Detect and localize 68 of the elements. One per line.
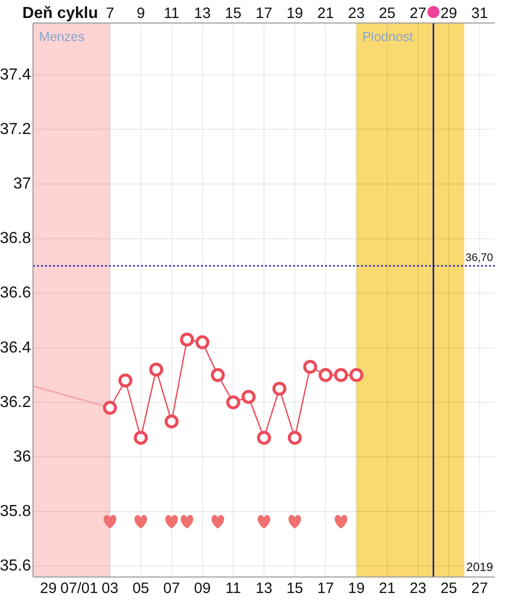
x2-tick-label: 25 [378,5,396,22]
x2-tick-label: 15 [224,5,242,22]
point [334,514,348,529]
x-tick-label: 07/01 [60,580,98,597]
x-tick-label: 05 [132,580,150,597]
y-tick-label: 36.6 [0,284,32,302]
y-tick-label: 35.8 [0,503,32,520]
y-tick-label: 35.6 [0,558,32,575]
point [334,368,348,382]
point [288,430,302,445]
x-tick-label: 03 [102,580,118,597]
x2-tick-label: 23 [348,5,365,22]
point [164,414,179,428]
band-label: Plodnost [362,29,414,44]
x-tick-label: 09 [194,580,211,597]
point [257,430,271,445]
x-tick-label: 25 [440,580,458,597]
point [180,514,194,529]
band-label: Menzes [39,29,86,44]
x2-tick-label: 13 [194,5,211,22]
x2-tick-label: 7 [106,5,114,22]
point [195,335,210,350]
y-tick-label: 36.8 [0,230,32,248]
point [212,514,224,529]
x-tick-label: 17 [317,580,334,597]
point [118,374,132,388]
point [180,332,194,347]
point [104,514,116,529]
x-tick-label: 21 [378,580,396,597]
x2-tick-label: 19 [286,5,304,22]
x2-tick-label: 17 [256,5,272,22]
x2-tick-label: 11 [164,5,180,22]
y-tick-label: 37.2 [0,120,32,138]
point [349,368,364,382]
y-tick-label: 36.4 [0,339,32,356]
x-tick-label: 27 [471,580,488,597]
y-tick-label: 37 [13,176,32,193]
point [134,430,148,445]
point [134,514,148,529]
ref-line-label: 36,70 [465,252,493,264]
point [272,382,286,396]
x-tick-label: 23 [410,580,426,597]
point [303,360,318,374]
point [318,368,333,382]
y-tick-label: 37.4 [0,66,32,84]
point [242,390,256,404]
y-tick-label: 36.2 [0,394,32,411]
point [258,514,270,529]
point [103,400,117,415]
x2-tick-label: 21 [317,5,334,22]
x2-tick-label: 29 [440,5,458,22]
point [149,362,164,377]
annotation: 2019 [466,560,494,574]
x-tick-label: 19 [348,580,365,597]
x2-tick-label: 27 [410,5,426,22]
point [210,368,225,382]
x-tick-label: 07 [163,580,180,597]
x2-axis-title: Deň cyklu [22,5,98,22]
x2-tick-label: 31 [471,5,488,22]
point [226,395,240,410]
point [288,514,302,529]
x-tick-label: 29 [40,580,57,597]
x-tick-label: 13 [256,580,272,597]
y-tick-label: 36 [13,448,32,466]
x-tick-label: 15 [286,580,304,597]
x2-tick-label: 9 [136,5,145,22]
x-tick-label: 11 [225,580,241,597]
point [165,514,178,529]
